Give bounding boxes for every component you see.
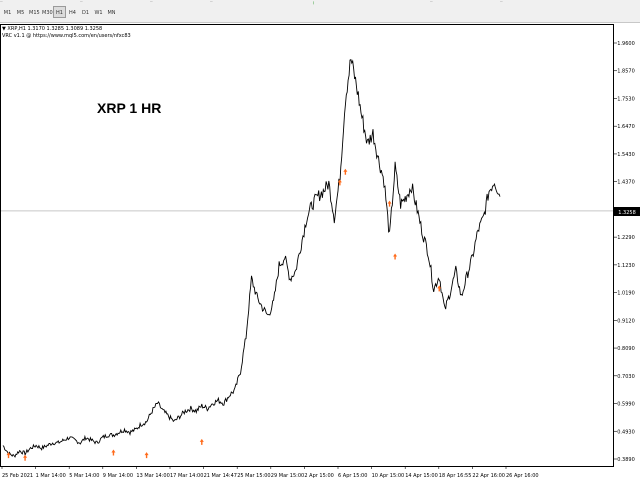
buy-arrow-icon [199, 438, 204, 445]
y-tick-label: 1.5430 [617, 152, 635, 158]
buy-arrow-icon [393, 253, 398, 260]
x-tick-label: 26 Apr 16:00 [506, 473, 539, 479]
buy-arrow-icon [437, 285, 442, 292]
plot-frame [0, 24, 614, 467]
timeframe-button-h4[interactable]: H4 [69, 10, 76, 16]
y-tick-label: 1.2290 [617, 235, 635, 241]
buy-arrow-icon [337, 179, 342, 186]
x-tick-label: 5 Mar 14:00 [69, 473, 99, 479]
x-tick-label: 18 Apr 16:55 [439, 473, 472, 479]
toolbar-grip-icon: ┈ [80, 0, 84, 5]
y-tick-label: 1.8570 [617, 69, 635, 75]
buy-arrow-icon [144, 452, 149, 459]
x-tick-label: 6 Apr 15:00 [338, 473, 367, 479]
toolbar-grip-icon: ╷ [312, 0, 316, 5]
timeframe-buttons: M1 M5 M15 M30 H1 H4 D1 W1 MN [1, 6, 118, 20]
y-tick-label: 1.9600 [617, 41, 635, 47]
timeframe-button-m5[interactable]: M5 [16, 10, 25, 16]
toolbar-grip-icon: ┈ [150, 0, 154, 5]
y-tick-label: 0.3890 [617, 457, 635, 463]
buy-arrow-icon [111, 449, 116, 456]
x-tick-label: 22 Apr 16:00 [472, 473, 505, 479]
buy-arrow-icon [387, 200, 392, 207]
x-tick-label: 25 Mar 15:00 [237, 473, 270, 479]
x-tick-label: 21 Mar 14:47 [204, 473, 237, 479]
y-tick-label: 0.9120 [617, 318, 635, 324]
timeframe-button-h1[interactable]: H1 [53, 6, 66, 18]
toolbar-grip-icon: ┈ [500, 0, 504, 5]
price-chart[interactable]: 1.9600 1.8570 1.7530 1.6470 1.5430 1.4370 1.32… [0, 24, 640, 480]
timeframe-button-m1[interactable]: M1 [3, 10, 12, 16]
y-tick-label: 0.8090 [617, 346, 635, 352]
y-tick-label: 0.4930 [617, 429, 635, 435]
toolbar-grip-icon: ┈ [430, 0, 434, 5]
timeframe-button-d1[interactable]: D1 [81, 10, 90, 16]
y-tick-label: 1.1230 [617, 263, 635, 269]
symbol-ohlc-line: ▼ XRP,H1 1.3170 1.3285 1.3089 1.3258 [2, 26, 103, 32]
buy-arrow-icon [23, 454, 28, 461]
chart-title: XRP 1 HR [97, 100, 162, 116]
x-tick-label: 13 Mar 14:00 [136, 473, 169, 479]
x-tick-label: 10 Apr 15:00 [372, 473, 405, 479]
indicator-line: VRC v1.1 @ https://www.mql5.com/en/users… [2, 33, 131, 39]
timeframe-toolbar: ┈ ┈ ┈ ┈ ╷ ┈ ┈ M1 M5 M15 M30 H1 H4 D1 W1 MN [0, 0, 640, 23]
current-price-label: 1.3258 [618, 210, 636, 216]
price-series [2, 58, 501, 458]
chart-info: ▼ XRP,H1 1.3170 1.3285 1.3089 1.3258 VRC… [2, 26, 131, 40]
x-tick-label: 14 Apr 15:00 [405, 473, 438, 479]
buy-arrows [6, 168, 442, 461]
timeframe-button-w1[interactable]: W1 [94, 10, 103, 16]
x-tick-label: 2 Apr 15:00 [304, 473, 333, 479]
y-tick-label: 0.7030 [617, 374, 635, 380]
x-tick-label: 9 Mar 14:00 [103, 473, 133, 479]
timeframe-button-m30[interactable]: M30 [42, 10, 53, 16]
toolbar-grip-icon: ┈ [210, 0, 214, 5]
price-axis: 1.9600 1.8570 1.7530 1.6470 1.5430 1.4370 1.32… [613, 41, 635, 463]
toolbar-grip-icon: ┈ [0, 0, 4, 5]
x-tick-label: 17 Mar 14:00 [170, 473, 203, 479]
buy-arrow-icon [6, 452, 11, 459]
x-tick-label: 25 Feb 2021 [2, 473, 33, 479]
timeframe-button-m15[interactable]: M15 [29, 10, 40, 16]
time-axis: 25 Feb 2021 1 Mar 14:00 5 Mar 14:00 9 Mar 1… [1, 466, 539, 479]
price-line-series [2, 58, 501, 458]
current-price-tag: 1.3258 [614, 207, 640, 216]
timeframe-button-mn[interactable]: MN [107, 10, 116, 16]
y-tick-label: 1.6470 [617, 124, 635, 130]
y-tick-label: 0.5990 [617, 402, 635, 408]
buy-arrow-icon [343, 168, 348, 175]
y-tick-label: 1.0190 [617, 291, 635, 297]
y-tick-label: 1.7530 [617, 96, 635, 102]
x-tick-label: 1 Mar 14:00 [36, 473, 66, 479]
x-tick-label: 29 Mar 15:00 [271, 473, 304, 479]
y-tick-label: 1.4370 [617, 180, 635, 186]
